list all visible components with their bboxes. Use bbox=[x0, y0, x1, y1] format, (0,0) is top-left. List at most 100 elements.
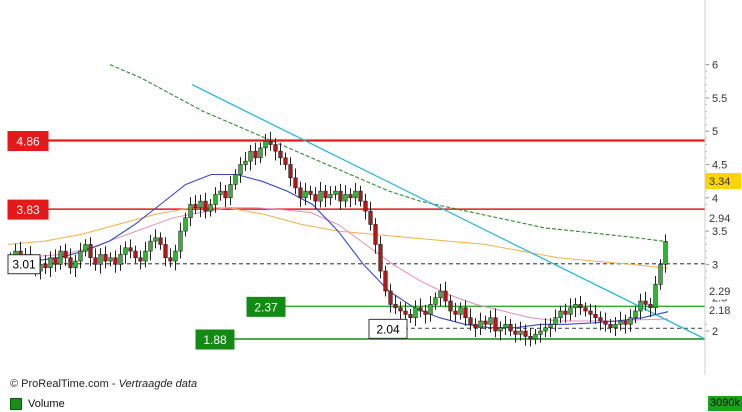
candle-body bbox=[113, 257, 118, 265]
candle-body bbox=[458, 307, 463, 315]
chart-footer: © ProRealTime.com - Vertraagde data bbox=[10, 378, 198, 390]
trendline bbox=[191, 84, 706, 340]
candle-body bbox=[418, 307, 423, 312]
candle-body bbox=[338, 190, 343, 202]
candle-body bbox=[593, 314, 598, 318]
candle-body bbox=[398, 307, 403, 312]
candle-body bbox=[473, 324, 478, 328]
volume-badge: 3090k bbox=[708, 396, 742, 411]
candle-body bbox=[143, 250, 148, 262]
candle-body bbox=[643, 300, 648, 305]
candle-body bbox=[538, 330, 543, 335]
candle-body bbox=[388, 290, 393, 305]
candle-body bbox=[623, 320, 628, 325]
candle-body bbox=[218, 190, 223, 195]
price-badges: 3.34 2.94 2.29 2.18 bbox=[705, 173, 741, 318]
candle-body bbox=[608, 324, 613, 328]
candle-body bbox=[403, 310, 408, 315]
candle-body bbox=[498, 327, 503, 332]
candle-body bbox=[508, 324, 513, 332]
candle-body bbox=[263, 140, 268, 149]
candle-body bbox=[393, 304, 398, 308]
candle-body bbox=[178, 230, 183, 252]
candle-body bbox=[328, 194, 333, 199]
candle-body bbox=[523, 330, 528, 337]
candle-body bbox=[438, 290, 443, 299]
candle-body bbox=[663, 241, 668, 265]
delay-note: Vertraagde data bbox=[118, 378, 198, 390]
candle-body bbox=[373, 224, 378, 245]
candle-body bbox=[348, 194, 353, 199]
candle-body bbox=[573, 304, 578, 308]
candle-body bbox=[118, 254, 123, 265]
level-badges: 4.86 3.83 3.01 2.37 2.04 1.88 bbox=[7, 131, 408, 350]
candle-body bbox=[443, 290, 448, 302]
candle-body bbox=[383, 270, 388, 292]
candle-body bbox=[408, 314, 413, 318]
candle-body bbox=[598, 317, 603, 322]
candle-body bbox=[493, 317, 498, 332]
candle-body bbox=[488, 317, 493, 325]
candle-body bbox=[183, 217, 188, 232]
candle-body bbox=[533, 334, 538, 340]
candle-body bbox=[568, 307, 573, 315]
candle-body bbox=[283, 157, 288, 165]
candle-body bbox=[53, 257, 58, 265]
volume-swatch-icon bbox=[10, 398, 22, 410]
candle-body bbox=[343, 194, 348, 202]
candle-body bbox=[93, 257, 98, 265]
candle-body bbox=[68, 257, 73, 269]
candle-body bbox=[273, 144, 278, 152]
ma-line bbox=[7, 173, 669, 329]
candle-body bbox=[153, 237, 158, 242]
candle-body bbox=[278, 150, 283, 159]
candle-body bbox=[648, 304, 653, 308]
candle-body bbox=[363, 200, 368, 212]
candle-body bbox=[433, 297, 438, 305]
candle-body bbox=[148, 240, 153, 252]
candle-body bbox=[308, 190, 313, 195]
candle-body bbox=[98, 254, 103, 265]
candle-body bbox=[203, 200, 208, 212]
level-lines bbox=[8, 139, 705, 340]
candle-body bbox=[563, 310, 568, 315]
candle-body bbox=[208, 204, 213, 212]
candle-body bbox=[258, 147, 263, 159]
candle-body bbox=[518, 330, 523, 335]
candle-body bbox=[413, 307, 418, 318]
candle-body bbox=[613, 324, 618, 328]
candle-body bbox=[528, 336, 533, 340]
candle-body bbox=[313, 194, 318, 202]
candle-body bbox=[108, 257, 113, 262]
y-axis: 22.533.544.555.56 bbox=[705, 60, 727, 338]
candle-body bbox=[368, 210, 373, 225]
candle-body bbox=[463, 307, 468, 318]
candle-body bbox=[378, 244, 383, 272]
candle-body bbox=[213, 194, 218, 205]
candle-body bbox=[163, 244, 168, 259]
candle-body bbox=[633, 310, 638, 318]
level-badge-label: 3.01 bbox=[12, 258, 36, 272]
price-badge bbox=[705, 302, 741, 318]
candle-body bbox=[198, 200, 203, 209]
candle-body bbox=[658, 264, 663, 285]
trend-line bbox=[191, 84, 706, 340]
candle-body bbox=[138, 257, 143, 262]
candle-body bbox=[43, 264, 48, 269]
price-badge bbox=[705, 173, 741, 189]
level-badge-label: 2.37 bbox=[254, 300, 278, 314]
y-tick-label: 2 bbox=[712, 326, 718, 338]
price-badge-label: 3.34 bbox=[709, 176, 730, 188]
level-badge-label: 1.88 bbox=[203, 333, 227, 347]
candle-body bbox=[73, 260, 78, 269]
candle-body bbox=[83, 244, 88, 252]
candle-body bbox=[318, 190, 323, 202]
source-credit: © ProRealTime.com bbox=[10, 378, 109, 390]
candle-body bbox=[618, 320, 623, 325]
price-badge-label: 2.18 bbox=[709, 305, 730, 317]
candle-body bbox=[453, 310, 458, 315]
y-tick-label: 4 bbox=[712, 193, 718, 205]
candle-body bbox=[578, 304, 583, 308]
candle-body bbox=[583, 307, 588, 312]
level-badge-label: 3.83 bbox=[16, 203, 40, 217]
